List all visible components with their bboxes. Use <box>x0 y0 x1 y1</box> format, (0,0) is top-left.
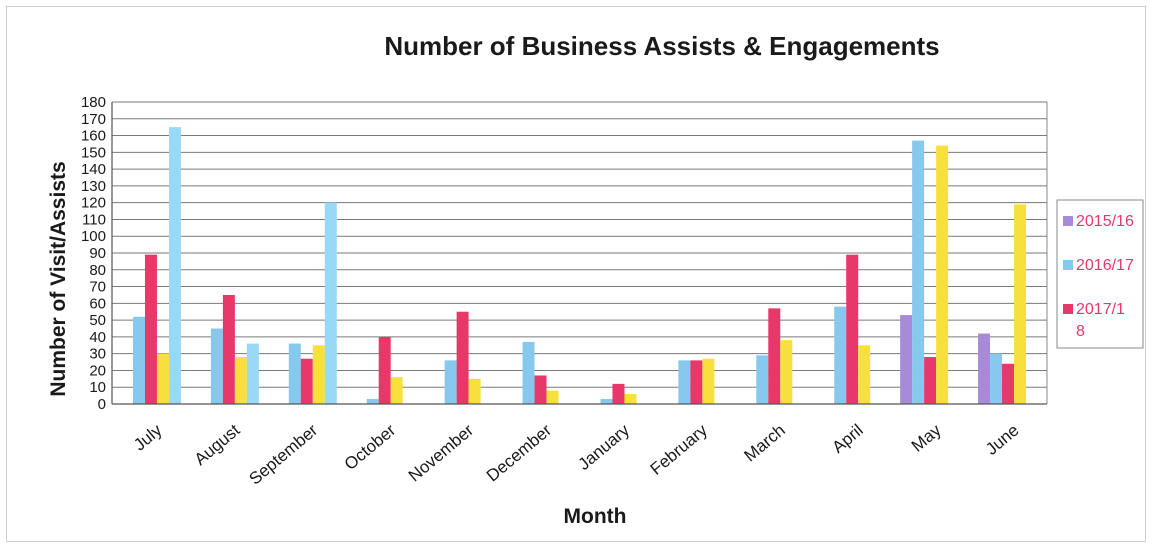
bar <box>1014 204 1027 404</box>
bar <box>300 358 313 404</box>
bar <box>1002 363 1015 404</box>
bar <box>378 336 391 404</box>
bar <box>324 202 337 404</box>
y-axis-ticks: 0102030405060708090100110120130140150160… <box>81 94 106 413</box>
bar <box>912 140 925 405</box>
legend-swatch <box>1063 304 1073 314</box>
bar <box>222 294 235 404</box>
y-tick-label: 20 <box>89 362 106 379</box>
y-axis-title: Number of Visit/Assists <box>47 161 70 396</box>
x-tick-label: July <box>130 420 166 454</box>
y-tick-label: 40 <box>89 329 106 346</box>
y-tick-label: 170 <box>81 111 106 128</box>
bar <box>132 316 145 404</box>
bar <box>990 353 1003 404</box>
y-tick-label: 60 <box>89 295 106 312</box>
y-tick-label: 160 <box>81 128 106 145</box>
legend-label: 2017/1 <box>1076 301 1125 318</box>
bar <box>144 254 157 404</box>
x-axis-title: Month <box>564 505 627 528</box>
bar <box>600 398 613 404</box>
bar <box>756 355 769 404</box>
bar <box>846 254 859 404</box>
axes <box>111 102 1048 405</box>
x-tick-label: May <box>908 420 945 456</box>
y-tick-label: 100 <box>81 228 106 245</box>
bar <box>858 345 871 404</box>
y-tick-label: 180 <box>81 94 106 111</box>
x-tick-label: December <box>483 420 556 485</box>
y-tick-label: 150 <box>81 144 106 161</box>
bar <box>468 378 481 404</box>
y-tick-label: 80 <box>89 262 106 279</box>
x-tick-label: April <box>829 421 867 457</box>
bar <box>702 358 715 404</box>
bar <box>936 145 949 404</box>
bar <box>612 383 625 404</box>
y-tick-label: 30 <box>89 346 106 363</box>
bar <box>390 377 403 404</box>
x-tick-label: March <box>740 421 788 466</box>
x-tick-label: October <box>341 420 400 474</box>
y-tick-label: 50 <box>89 312 106 329</box>
y-tick-label: 140 <box>81 161 106 178</box>
x-tick-label: September <box>245 420 321 488</box>
bar <box>678 360 691 404</box>
bar <box>234 357 247 404</box>
x-tick-label: June <box>982 421 1022 459</box>
chart-frame: Number of Business Assists & Engagements… <box>6 6 1146 542</box>
legend-swatch <box>1063 216 1073 226</box>
bar <box>312 345 325 404</box>
y-tick-label: 90 <box>89 245 106 262</box>
legend-label: 2016/17 <box>1076 257 1134 274</box>
x-axis-ticks: July August September October November Decemb… <box>130 420 1022 488</box>
bar <box>444 360 457 404</box>
x-tick-label: August <box>191 420 244 469</box>
bar <box>690 360 703 404</box>
bar <box>522 341 535 404</box>
y-tick-label: 0 <box>98 396 106 413</box>
legend-label: 2015/16 <box>1076 213 1134 230</box>
x-tick-label: January <box>574 420 633 474</box>
bar <box>366 398 379 404</box>
bar <box>546 390 559 404</box>
bar <box>924 357 937 404</box>
bar <box>288 343 301 404</box>
bars <box>132 127 1027 405</box>
bar <box>456 311 469 404</box>
gridlines <box>112 101 1047 405</box>
y-tick-label: 120 <box>81 195 106 212</box>
bar-chart: Number of Business Assists & Engagements… <box>47 31 1144 528</box>
bar <box>156 353 169 404</box>
bar <box>624 393 637 404</box>
bar <box>246 343 259 404</box>
bar <box>168 127 181 405</box>
legend-swatch <box>1063 260 1073 270</box>
bar <box>210 328 223 404</box>
y-tick-label: 70 <box>89 279 106 296</box>
bar <box>978 333 991 404</box>
bar <box>534 375 547 404</box>
y-tick-label: 10 <box>89 379 106 396</box>
x-tick-label: November <box>405 420 478 485</box>
y-tick-label: 110 <box>82 211 106 228</box>
y-tick-label: 130 <box>81 178 106 195</box>
bar <box>900 315 913 404</box>
chart-title: Number of Business Assists & Engagements <box>384 31 939 61</box>
bar <box>768 308 781 404</box>
legend: 2015/16 2016/17 2017/1 8 <box>1056 199 1144 349</box>
bar <box>834 306 847 404</box>
legend-label: 8 <box>1076 323 1085 340</box>
bar <box>780 340 793 404</box>
x-tick-label: February <box>647 420 712 479</box>
